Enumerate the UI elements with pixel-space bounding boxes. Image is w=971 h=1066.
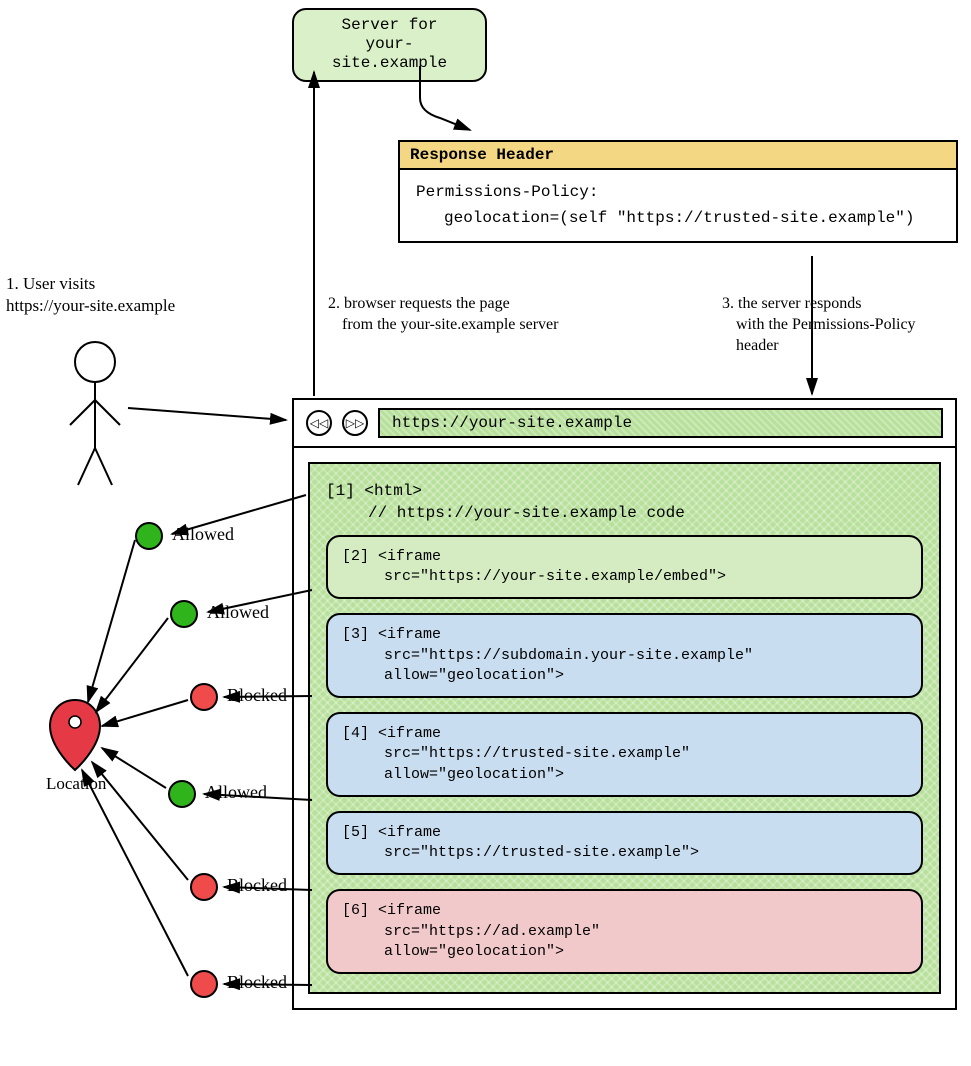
stick-figure: [70, 342, 120, 485]
iframe-box-5: [5] <iframesrc="https://trusted-site.exa…: [326, 811, 923, 876]
back-button[interactable]: ◁◁: [306, 410, 332, 436]
response-header-box: Response Header Permissions-Policy: geol…: [398, 140, 958, 243]
server-box: Server for your-site.example: [292, 8, 487, 82]
html-root-code: [1] <html> // https://your-site.example …: [326, 478, 923, 535]
location-pin-icon: [50, 700, 100, 770]
status-dot-4: [168, 780, 196, 808]
caption-step3: 3. the server responds with the Permissi…: [722, 294, 916, 356]
resp-line1: Permissions-Policy:: [416, 180, 940, 206]
status-label-2: Allowed: [207, 602, 269, 623]
forward-button[interactable]: ▷▷: [342, 410, 368, 436]
status-dot-2: [170, 600, 198, 628]
status-label-6: Blocked: [227, 972, 287, 993]
browser-window: ◁◁ ▷▷ https://your-site.example [1] <htm…: [292, 398, 957, 1010]
server-line2: your-site.example: [310, 35, 469, 73]
browser-viewport: [1] <html> // https://your-site.example …: [308, 462, 941, 994]
status-label-1: Allowed: [172, 524, 234, 545]
location-label: Location: [46, 773, 106, 795]
caption-step2: 2. browser requests the page from the yo…: [328, 294, 558, 336]
response-header-title: Response Header: [400, 142, 956, 170]
iframe-box-4: [4] <iframesrc="https://trusted-site.exa…: [326, 712, 923, 797]
status-label-4: Allowed: [205, 782, 267, 803]
server-line1: Server for: [310, 16, 469, 35]
url-bar[interactable]: https://your-site.example: [378, 408, 943, 438]
caption-step1: 1. User visits https://your-site.example: [6, 273, 175, 317]
status-dot-1: [135, 522, 163, 550]
browser-toolbar: ◁◁ ▷▷ https://your-site.example: [294, 400, 955, 448]
status-dot-3: [190, 683, 218, 711]
iframe-box-2: [2] <iframesrc="https://your-site.exampl…: [326, 535, 923, 600]
iframe-box-3: [3] <iframesrc="https://subdomain.your-s…: [326, 613, 923, 698]
status-label-3: Blocked: [227, 685, 287, 706]
response-header-body: Permissions-Policy: geolocation=(self "h…: [400, 170, 956, 241]
resp-line2: geolocation=(self "https://trusted-site.…: [416, 206, 940, 232]
iframe-box-6: [6] <iframesrc="https://ad.example"allow…: [326, 889, 923, 974]
status-dot-5: [190, 873, 218, 901]
status-dot-6: [190, 970, 218, 998]
status-label-5: Blocked: [227, 875, 287, 896]
